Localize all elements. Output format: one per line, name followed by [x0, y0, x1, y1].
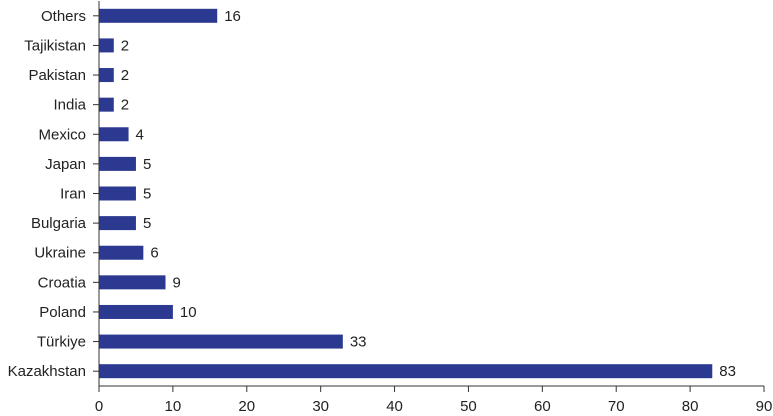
x-tick-label: 60	[534, 398, 551, 415]
bar-mexico	[99, 127, 129, 142]
bar-ukraine	[99, 245, 144, 260]
bar-india	[99, 97, 114, 112]
x-tick-label: 20	[238, 398, 255, 415]
value-label: 83	[719, 363, 736, 380]
bar-iran	[99, 186, 136, 201]
value-label: 16	[224, 8, 241, 25]
value-label: 9	[173, 274, 181, 291]
category-label: Tajikistan	[24, 37, 86, 54]
bar-kazakhstan	[99, 364, 713, 379]
bar-bulgaria	[99, 216, 136, 231]
x-axis-ticks: 0 10 20 30 40 50 60 70 80 90	[95, 386, 773, 415]
bar-tajikistan	[99, 38, 114, 53]
category-label: Bulgaria	[31, 215, 87, 232]
category-label: Croatia	[38, 274, 87, 291]
x-tick-label: 30	[312, 398, 329, 415]
value-label: 5	[143, 215, 151, 232]
bar-japan	[99, 156, 136, 171]
category-label: Pakistan	[28, 67, 86, 84]
category-label: India	[53, 97, 86, 114]
category-label: Kazakhstan	[8, 363, 86, 380]
category-label: Others	[41, 8, 86, 25]
bars-group	[99, 8, 713, 379]
bar-poland	[99, 304, 173, 319]
x-tick-label: 90	[756, 398, 773, 415]
x-tick-label: 70	[608, 398, 625, 415]
value-label: 2	[121, 97, 129, 114]
category-label: Mexico	[38, 126, 86, 143]
bar-pakistan	[99, 68, 114, 83]
value-label: 33	[350, 334, 367, 351]
category-labels: Others Tajikistan Pakistan India Mexico Japan…	[8, 8, 99, 380]
bar-croatia	[99, 275, 166, 290]
value-label: 2	[121, 67, 129, 84]
value-label: 6	[150, 245, 158, 262]
x-tick-label: 40	[386, 398, 403, 415]
value-label: 5	[143, 156, 151, 173]
value-label: 5	[143, 186, 151, 203]
value-label: 4	[136, 126, 144, 143]
x-tick-label: 10	[165, 398, 182, 415]
x-tick-label: 80	[682, 398, 699, 415]
bar-t-rkiye	[99, 334, 343, 349]
value-label: 2	[121, 37, 129, 54]
bar-others	[99, 8, 218, 23]
value-label: 10	[180, 304, 197, 321]
category-label: Iran	[60, 186, 86, 203]
category-label: Poland	[39, 304, 86, 321]
category-label: Japan	[45, 156, 86, 173]
category-label: Türkiye	[37, 334, 86, 351]
category-label: Ukraine	[34, 245, 86, 262]
x-tick-label: 50	[460, 398, 477, 415]
x-tick-label: 0	[95, 398, 103, 415]
